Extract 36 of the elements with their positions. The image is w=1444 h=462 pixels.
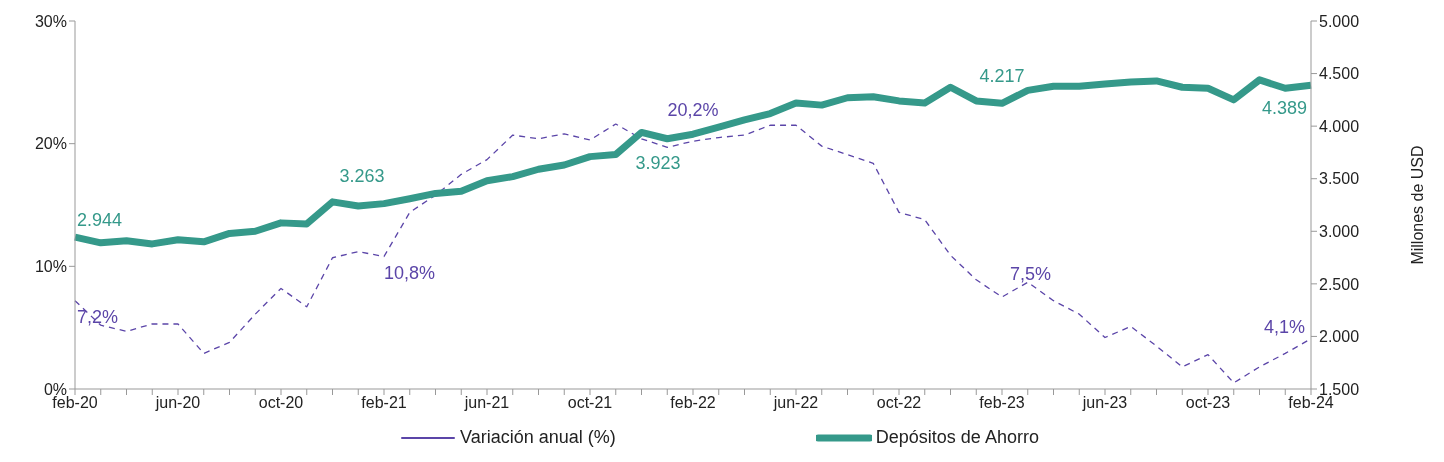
- x-tick-label: oct-23: [1185, 394, 1231, 412]
- data-label: 7,2%: [77, 307, 119, 328]
- x-tick-label: oct-22: [876, 394, 922, 412]
- x-tick-label: feb-23: [979, 394, 1025, 412]
- x-tick-label: feb-24: [1288, 394, 1334, 412]
- x-tick-label: jun-20: [154, 394, 201, 412]
- y-tick-label: 10%: [34, 258, 67, 276]
- legend-label: Depósitos de Ahorro: [875, 427, 1039, 448]
- x-tick-label: jun-23: [1081, 394, 1128, 412]
- x-tick-label: oct-20: [258, 394, 304, 412]
- x-tick-label: jun-21: [463, 394, 510, 412]
- data-label: 3.263: [339, 166, 385, 187]
- x-tick-label: jun-22: [772, 394, 819, 412]
- x-tick-label: oct-21: [567, 394, 613, 412]
- x-tick-label: feb-21: [361, 394, 407, 412]
- data-label: 4.217: [979, 66, 1025, 87]
- data-label: 10,8%: [384, 263, 436, 284]
- y2-tick-label: 2.500: [1319, 275, 1360, 293]
- data-label: 7,5%: [1010, 263, 1052, 284]
- y2-axis-title: Millones de USD: [1408, 145, 1426, 265]
- x-tick-label: feb-20: [52, 394, 98, 412]
- data-label: 2.944: [77, 209, 123, 230]
- y2-tick-label: 2.000: [1319, 328, 1360, 346]
- y2-tick-label: 3.000: [1319, 222, 1360, 240]
- y2-tick-label: 3.500: [1319, 170, 1360, 188]
- y-tick-label: 30%: [34, 12, 67, 30]
- data-label: 4,1%: [1263, 317, 1305, 338]
- y2-tick-label: 5.000: [1319, 12, 1360, 30]
- y2-tick-label: 4.500: [1319, 65, 1360, 83]
- x-tick-label: feb-22: [670, 394, 716, 412]
- data-label: 4.389: [1261, 97, 1307, 118]
- y2-tick-label: 4.000: [1319, 117, 1360, 135]
- data-label: 3.923: [635, 152, 681, 173]
- data-label: 20,2%: [667, 99, 719, 120]
- legend-label: Variación anual (%): [460, 427, 616, 448]
- y-tick-label: 20%: [34, 135, 67, 153]
